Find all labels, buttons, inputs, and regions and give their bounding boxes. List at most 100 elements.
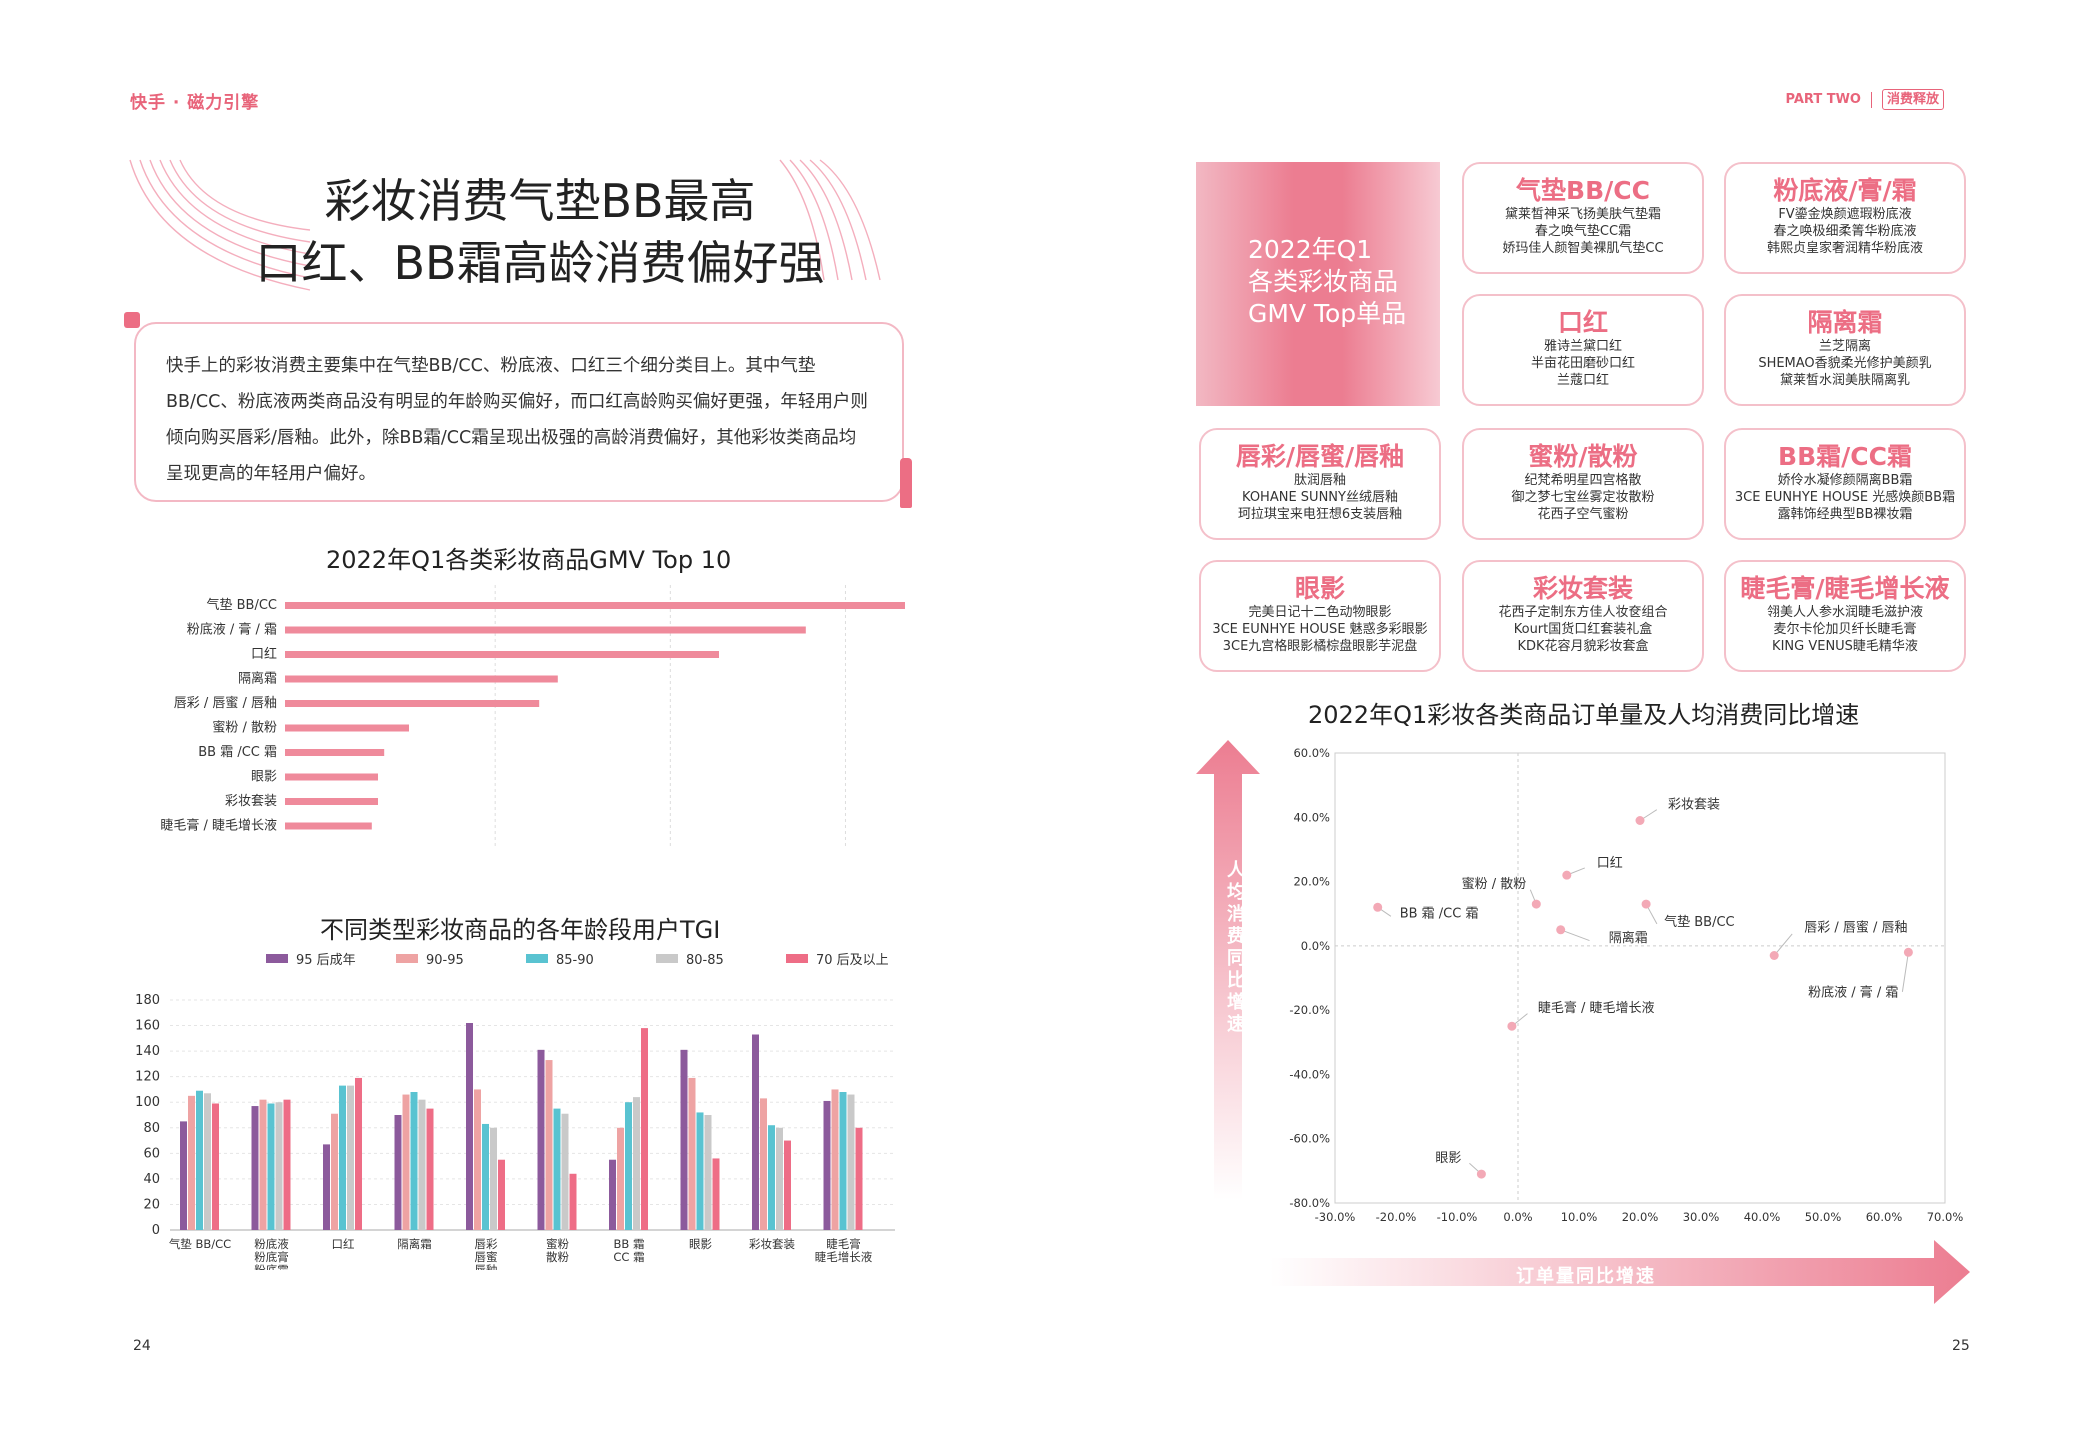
- bar: [285, 749, 385, 756]
- bar: [569, 1173, 577, 1230]
- card-title: 睫毛膏/睫毛增长液: [1740, 574, 1950, 603]
- card-item: SHEMAO香貌柔光修护美颜乳: [1758, 356, 1932, 371]
- bar: [323, 1144, 330, 1230]
- data-point: [1556, 925, 1566, 935]
- legend-swatch: [656, 954, 678, 963]
- product-card: 气垫BB/CC 黛莱皙神采飞扬美肤气垫霜 春之唤气垫CC霜 娇玛佳人颜智美裸肌气垫CC: [1462, 162, 1704, 274]
- decorative-arcs: [129, 159, 881, 291]
- x-tick-label: 彩妆套装: [749, 1237, 795, 1251]
- data-point: [1476, 1169, 1486, 1179]
- bar: [285, 651, 719, 658]
- x-tick-label: 60.0%: [1866, 1210, 1903, 1224]
- x-tick-label: -20.0%: [1376, 1210, 1417, 1224]
- page-number-left: 24: [133, 1338, 151, 1354]
- card-title: BB霜/CC霜: [1778, 442, 1912, 471]
- bar: [561, 1113, 569, 1230]
- product-card: 蜜粉/散粉 纪梵希明星四宫格散 御之梦七宝丝雾定妆散粉 花西子空气蜜粉: [1462, 428, 1704, 540]
- part-label: PART TWO: [1785, 92, 1861, 107]
- bar: [847, 1094, 855, 1230]
- y-tick-label: 160: [135, 1019, 160, 1034]
- hero-block: 2022年Q1 各类彩妆商品 GMV Top单品: [1196, 162, 1440, 406]
- data-point: [1562, 870, 1572, 880]
- card-item: 黛莱皙神采飞扬美肤气垫霜: [1504, 207, 1661, 222]
- bag-icon: [124, 312, 140, 328]
- y-tick-label: 60: [143, 1146, 160, 1161]
- bar: [180, 1121, 187, 1230]
- x-axis-title: 订单量同比增速: [1516, 1266, 1656, 1287]
- y-tick-label: 40: [143, 1172, 160, 1187]
- legend-swatch: [266, 954, 288, 963]
- card-item: 娇玛佳人颜智美裸肌气垫CC: [1502, 241, 1664, 256]
- category-label: BB 霜 /CC 霜: [198, 745, 277, 760]
- x-tick-label: 眼影: [689, 1237, 712, 1251]
- card-title: 彩妆套装: [1532, 574, 1633, 603]
- card-item: KOHANE SUNNY丝绒唇釉: [1242, 490, 1398, 505]
- bar: [283, 1099, 291, 1230]
- product-card: BB霜/CC霜 娇伶水凝修颜隔离BB霜 3CE EUNHYE HOUSE 光感焕颜B…: [1724, 428, 1966, 540]
- card-item: 娇伶水凝修颜隔离BB霜: [1777, 473, 1913, 488]
- bar: [712, 1158, 720, 1230]
- x-tick-label: 粉底霜: [254, 1263, 289, 1270]
- card-item: 春之唤气垫CC霜: [1534, 224, 1632, 239]
- card-item: 肽润唇釉: [1293, 473, 1346, 488]
- chart1-title: 2022年Q1各类彩妆商品GMV Top 10: [326, 546, 732, 574]
- category-label: 睫毛膏 / 睫毛增长液: [160, 818, 277, 834]
- category-label: 口红: [251, 646, 277, 662]
- bar: [625, 1102, 632, 1230]
- y-tick-label: 20: [143, 1197, 160, 1212]
- card-item: KDK花容月貌彩妆套盒: [1517, 639, 1649, 654]
- x-tick-label: 0.0%: [1503, 1210, 1532, 1224]
- x-tick-label: 唇蜜: [475, 1250, 498, 1264]
- point-label: 睫毛膏 / 睫毛增长液: [1538, 1000, 1655, 1016]
- bar: [855, 1127, 863, 1230]
- card-item: FV鎏金焕颜遮瑕粉底液: [1778, 207, 1912, 222]
- y-tick-label: -40.0%: [1289, 1067, 1330, 1081]
- bar: [285, 724, 409, 732]
- x-tick-label: 20.0%: [1622, 1210, 1659, 1224]
- x-tick-label: 气垫 BB/CC: [169, 1237, 231, 1251]
- legend-swatch: [786, 954, 808, 963]
- bar: [641, 1028, 648, 1230]
- data-point: [1769, 951, 1779, 960]
- bar: [609, 1159, 616, 1230]
- y-tick-label: 140: [135, 1044, 160, 1059]
- leader-line: [1773, 933, 1793, 956]
- y-tick-label: 60.0%: [1293, 746, 1330, 760]
- point-label: 蜜粉 / 散粉: [1462, 877, 1527, 892]
- x-tick-label: 散粉: [546, 1250, 569, 1264]
- data-point: [1507, 1021, 1517, 1031]
- bar: [831, 1089, 839, 1230]
- brand-logo: 快手 · 磁力引擎: [130, 93, 260, 113]
- x-tick-label: 唇釉: [475, 1263, 498, 1270]
- card-item: 御之梦七宝丝雾定妆散粉: [1511, 490, 1655, 505]
- card-item: 3CE九宫格眼影橘棕盘眼影芋泥盘: [1222, 639, 1418, 654]
- y-tick-label: -20.0%: [1289, 1003, 1330, 1017]
- bar: [355, 1077, 362, 1230]
- card-item: 翎美人人参水润睫毛滋护液: [1766, 605, 1923, 620]
- card-title: 蜜粉/散粉: [1528, 442, 1638, 471]
- card-item: 麦尔卡伦加贝纤长睫毛膏: [1773, 622, 1917, 637]
- y-tick-label: -80.0%: [1289, 1196, 1330, 1210]
- bar: [474, 1089, 481, 1230]
- part-indicator: PART TWO 消费释放: [1785, 88, 1944, 110]
- card-title: 粉底液/膏/霜: [1773, 176, 1917, 205]
- bar: [680, 1049, 688, 1230]
- bar: [482, 1123, 489, 1230]
- y-tick-label: 100: [135, 1095, 160, 1110]
- section-label: 消费释放: [1881, 89, 1944, 110]
- title-line-1: 彩妆消费气垫BB最高: [324, 174, 756, 228]
- point-label: 气垫 BB/CC: [1664, 914, 1735, 930]
- bar: [553, 1108, 561, 1230]
- bar: [331, 1113, 338, 1230]
- x-tick-label: -10.0%: [1437, 1210, 1478, 1224]
- bar: [823, 1100, 831, 1230]
- x-tick-label: 50.0%: [1805, 1210, 1842, 1224]
- product-card: 口红 雅诗兰黛口红 半亩花田磨砂口红 兰蔻口红: [1462, 294, 1704, 406]
- card-item: 半亩花田磨砂口红: [1530, 356, 1635, 371]
- page-title: 彩妆消费气垫BB最高 口红、BB霜高龄消费偏好强: [230, 170, 850, 294]
- bar: [267, 1103, 275, 1230]
- y-tick-label: 80: [143, 1121, 160, 1136]
- legend-swatch: [526, 954, 548, 963]
- x-tick-label: 10.0%: [1561, 1210, 1598, 1224]
- card-item: 3CE EUNHYE HOUSE 魅惑多彩眼影: [1212, 622, 1428, 637]
